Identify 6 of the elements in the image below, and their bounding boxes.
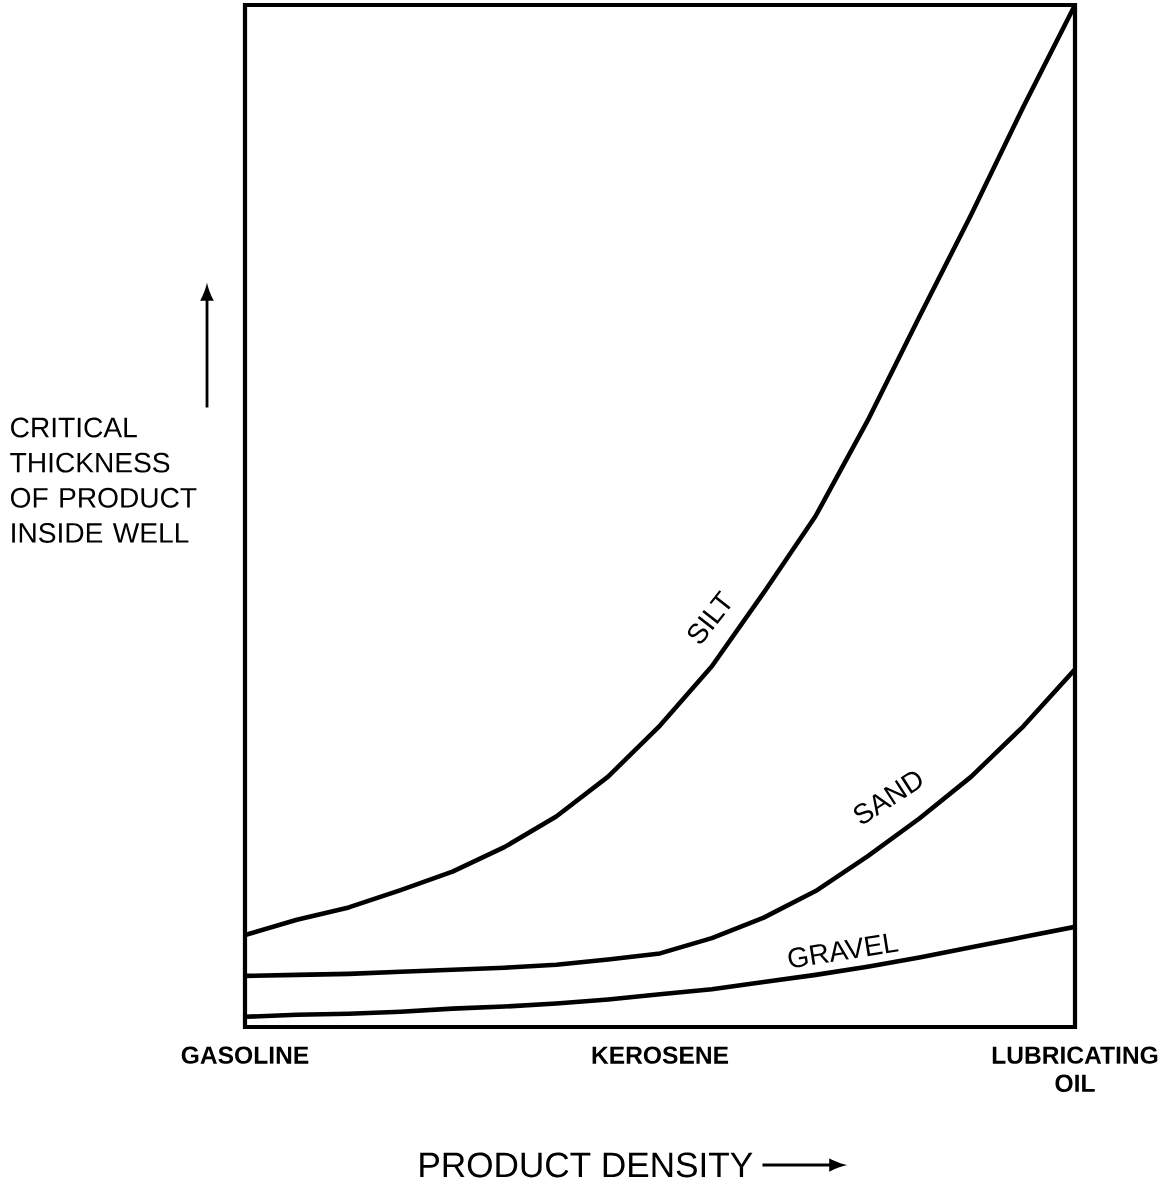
x-tick-label: GASOLINE [181, 1046, 309, 1064]
text: GRAVEL [788, 933, 899, 968]
x-tick-label: KEROSENE [592, 1046, 729, 1064]
x-tick-label: LUBRICATING OIL [992, 1046, 1158, 1092]
x-axis-title: PRODUCT DENSITY [420, 1152, 753, 1178]
y-axis-title: CRITICAL THICKNESS OF PRODUCT INSIDE WELL [10, 417, 197, 543]
